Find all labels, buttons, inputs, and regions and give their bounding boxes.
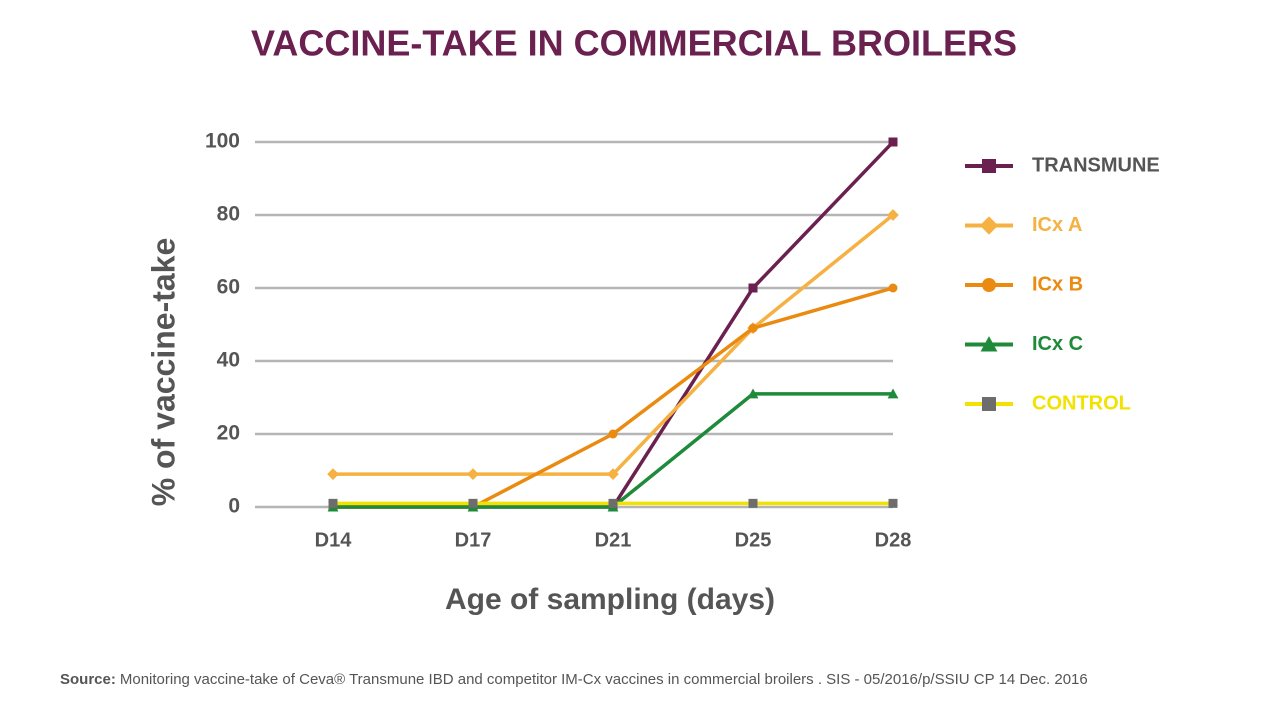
x-tick-label: D14 bbox=[315, 529, 353, 551]
data-point bbox=[748, 283, 758, 293]
data-point bbox=[608, 429, 618, 439]
data-point bbox=[467, 468, 479, 480]
legend-marker bbox=[979, 216, 999, 235]
series-line bbox=[333, 392, 893, 509]
legend-marker bbox=[982, 397, 996, 411]
x-tick-label: D17 bbox=[455, 529, 492, 551]
y-axis-label: % of vaccine-take bbox=[145, 238, 181, 507]
data-point bbox=[887, 388, 899, 399]
y-tick-label: 0 bbox=[228, 495, 240, 518]
legend-marker bbox=[980, 336, 998, 352]
x-tick-label: D21 bbox=[595, 529, 632, 551]
data-point bbox=[327, 468, 339, 480]
data-point bbox=[888, 283, 898, 293]
source-label: Source: bbox=[60, 671, 116, 688]
y-tick-label: 20 bbox=[217, 422, 240, 445]
legend-label: TRANSMUNE bbox=[1032, 154, 1160, 176]
legend-label: ICx B bbox=[1032, 273, 1083, 295]
data-point bbox=[607, 468, 619, 480]
data-point bbox=[888, 498, 898, 508]
data-point bbox=[608, 498, 618, 508]
y-tick-label: 40 bbox=[217, 349, 240, 372]
data-point bbox=[888, 137, 898, 147]
y-tick-label: 80 bbox=[217, 203, 240, 226]
data-point bbox=[468, 498, 478, 508]
legend-marker bbox=[982, 278, 996, 292]
y-tick-label: 100 bbox=[205, 130, 240, 153]
legend-label: CONTROL bbox=[1032, 392, 1131, 414]
x-tick-label: D25 bbox=[735, 529, 772, 551]
data-point bbox=[748, 323, 758, 333]
legend-label: ICx C bbox=[1032, 333, 1083, 355]
data-point bbox=[747, 388, 759, 399]
legend-marker bbox=[982, 159, 996, 173]
legend-label: ICx A bbox=[1032, 214, 1082, 236]
series-line bbox=[333, 140, 895, 509]
source-note: Source: Monitoring vaccine-take of Ceva® … bbox=[60, 671, 1088, 688]
data-point bbox=[748, 498, 758, 508]
x-tick-label: D28 bbox=[875, 529, 912, 551]
y-tick-label: 60 bbox=[217, 276, 240, 299]
data-point bbox=[887, 209, 899, 221]
chart-title: VACCINE-TAKE IN COMMERCIAL BROILERS bbox=[251, 23, 1017, 64]
x-axis-label: Age of sampling (days) bbox=[445, 583, 775, 616]
source-text: Monitoring vaccine-take of Ceva® Transmu… bbox=[120, 671, 1088, 688]
data-point bbox=[328, 498, 338, 508]
